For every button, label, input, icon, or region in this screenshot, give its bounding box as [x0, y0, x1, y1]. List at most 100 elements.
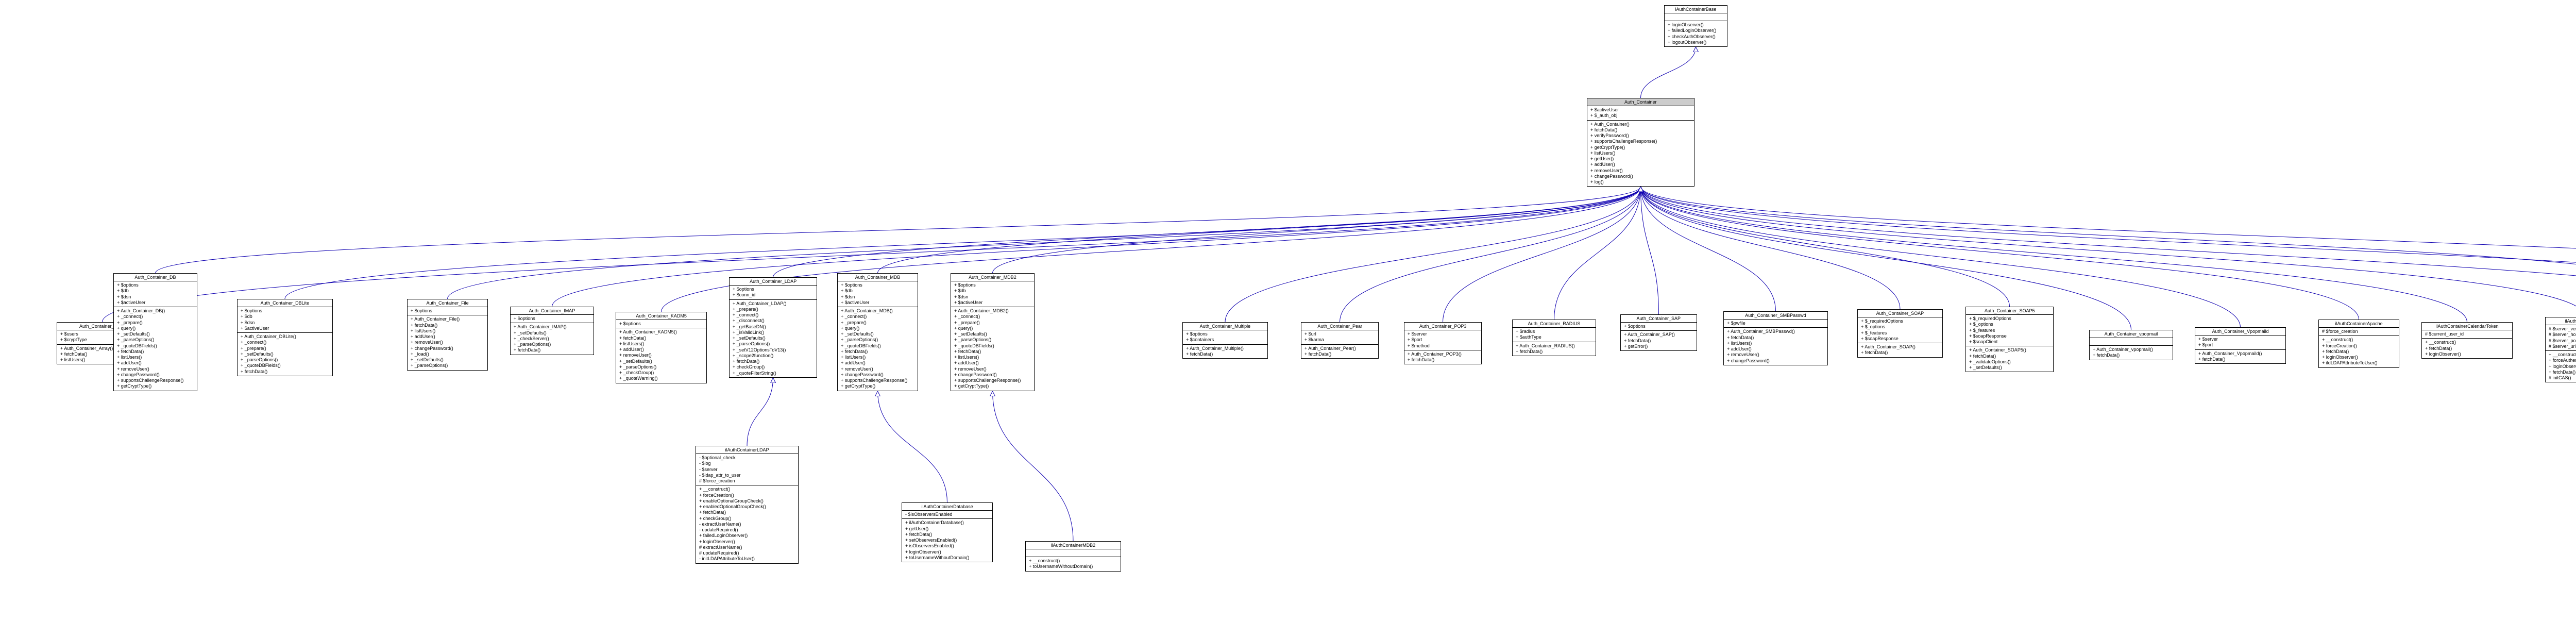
member-line: + $soapClient	[1969, 339, 2050, 345]
member-line: + fetchData()	[699, 510, 795, 515]
class-section	[1026, 549, 1121, 557]
class-title: ilAuthContainerMDB2	[1026, 542, 1121, 549]
member-line: + removeUser()	[411, 340, 484, 345]
member-line: + _setDefaults()	[733, 335, 814, 341]
class-node-file: Auth_Container_File+ $options+ Auth_Cont…	[407, 299, 488, 371]
member-line: + _parseOptions()	[117, 337, 194, 343]
member-line: + Auth_Container_KADM5()	[619, 329, 703, 335]
class-section: # $server_version# $server_hostname# $se…	[2546, 325, 2576, 351]
member-line: + _quoteDBFields()	[241, 363, 329, 368]
class-section: - $optional_check- $log- $server- $ldap_…	[696, 454, 798, 485]
member-line: + $options	[514, 316, 590, 322]
member-line: + fetchData()	[1590, 127, 1691, 133]
class-section: + Auth_Container_Vpopmaild()+ fetchData(…	[2195, 350, 2285, 364]
member-line: + $port	[1408, 337, 1478, 343]
class-section: + $server+ $port	[2195, 335, 2285, 350]
class-title: Auth_Container_MDB2	[951, 274, 1034, 281]
inheritance-edge	[1641, 187, 1659, 314]
member-line: + addUser()	[1590, 162, 1691, 167]
member-line: + _prepare()	[954, 320, 1031, 326]
member-line: + _parseOptions()	[841, 337, 914, 343]
class-section: + __construct()+ forceCreation()+ fetchD…	[2319, 336, 2399, 367]
class-node-mdb2: Auth_Container_MDB2+ $options+ $db+ $dsn…	[951, 273, 1035, 391]
member-line: + loginObserver()	[905, 549, 989, 555]
member-line: + $pwfile	[1727, 321, 1824, 326]
member-line: + $options	[241, 308, 329, 314]
member-line: + fetchData()	[2549, 370, 2576, 375]
class-title: iAuthContainerBase	[1665, 6, 1727, 13]
class-title: Auth_Container_Pear	[1301, 323, 1378, 330]
member-line: + getCryptType()	[117, 383, 194, 389]
member-line: # $server_port	[2549, 338, 2576, 344]
class-title: ilAuthContainerCalendarToken	[2422, 323, 2512, 330]
member-line: + Auth_Container_File()	[411, 316, 484, 322]
class-section: + Auth_Container()+ fetchData()+ verifyP…	[1587, 121, 1694, 187]
member-line: + changePassword()	[841, 372, 914, 378]
class-section: + $url+ $karma	[1301, 330, 1378, 345]
member-line: + Auth_Container_MDB()	[841, 308, 914, 314]
class-section: + Auth_Container_vpopmail()+ fetchData()	[2090, 346, 2173, 360]
member-line: - $server	[699, 467, 795, 473]
class-section: + Auth_Container_LDAP()+ _prepare()+ _co…	[730, 300, 817, 377]
member-line: + removeUser()	[117, 366, 194, 372]
inheritance-edge	[1641, 187, 2576, 307]
member-line: - $ldap_attr_to_user	[699, 473, 795, 478]
member-line: + changePassword()	[117, 372, 194, 378]
member-line: + $soapResponse	[1861, 336, 1939, 342]
member-line: + fetchData()	[241, 369, 329, 375]
member-line: + $_features	[1861, 330, 1939, 336]
class-title: ilAuthContainerCAS	[2546, 317, 2576, 325]
member-line: + _prepare()	[241, 346, 329, 351]
member-line: + getCryptType()	[1590, 145, 1691, 150]
inheritance-edge	[1641, 187, 2576, 318]
class-node-ilMDB2: ilAuthContainerMDB2 + __construct()+ toU…	[1025, 541, 1121, 572]
class-node-apache: ilAuthContainerApache# $force_creation+ …	[2318, 320, 2399, 368]
member-line: + fetchData()	[117, 349, 194, 355]
class-section: + Auth_Container_POP3()+ fetchData()	[1404, 350, 1481, 364]
member-line: + supportsChallengeResponse()	[1590, 139, 1691, 144]
member-line: + loginObserver()	[2425, 351, 2509, 357]
class-section: + $options+ $db+ $dsn+ $activeUser	[238, 307, 332, 333]
member-line: + fetchData()	[2093, 353, 2170, 358]
class-title: Auth_Container_SOAP	[1858, 310, 1942, 317]
inheritance-edge	[1641, 187, 2010, 307]
member-line: # initCAS()	[2549, 375, 2576, 381]
member-line: + Auth_Container_SOAP5()	[1969, 347, 2050, 353]
inheritance-edge	[1641, 187, 2131, 330]
member-line: + Auth_Container_SMBPasswd()	[1727, 329, 1824, 334]
member-line: + Auth_Container_IMAP()	[514, 324, 590, 330]
member-line: + $options	[619, 321, 703, 327]
member-line: + fetchData()	[954, 349, 1031, 355]
class-section: + $options+ $conn_id	[730, 286, 817, 300]
member-line: + _connect()	[954, 314, 1031, 320]
class-section	[1665, 13, 1727, 21]
member-line: + _parseOptions()	[733, 341, 814, 347]
member-line: + _parseOptions()	[241, 357, 329, 363]
member-line: + Auth_Container_Multiple()	[1186, 346, 1264, 351]
member-line: + fetchData()	[1624, 338, 1693, 344]
inheritance-edge	[993, 187, 1641, 273]
class-title: ilAuthContainerDatabase	[902, 503, 992, 511]
member-line: + enabledOptionalGroupCheck()	[699, 504, 795, 510]
class-section: + $options	[616, 320, 706, 328]
inheritance-edge	[1641, 47, 1696, 98]
member-line: + $dsn	[241, 320, 329, 326]
class-node-multiple: Auth_Container_Multiple+ $options+ $cont…	[1182, 322, 1268, 359]
member-line: + loginObserver()	[1668, 22, 1724, 28]
class-section: + Auth_Container_DB()+ _connect()+ _prep…	[114, 307, 197, 391]
member-line: + $conn_id	[733, 292, 814, 298]
member-line: + _scope2function()	[733, 353, 814, 359]
class-section: + $pwfile	[1724, 320, 1827, 328]
member-line: # updateRequired()	[699, 550, 795, 556]
member-line: + getError()	[1624, 344, 1693, 349]
inheritance-edge	[1225, 187, 1641, 322]
member-line: + $_requiredOptions	[1969, 316, 2050, 322]
member-line: + __construct()	[1029, 558, 1117, 564]
member-line: + _parseOptions()	[619, 364, 703, 370]
member-line: + enableOptionalGroupCheck()	[699, 498, 795, 504]
member-line: + $server	[2198, 337, 2282, 342]
member-line: + fetchData()	[2198, 357, 2282, 362]
member-line: + fetchData()	[1727, 335, 1824, 341]
class-node-ldap: Auth_Container_LDAP+ $options+ $conn_id+…	[729, 277, 817, 378]
class-section: + Auth_Container_Multiple()+ fetchData()	[1183, 345, 1267, 359]
